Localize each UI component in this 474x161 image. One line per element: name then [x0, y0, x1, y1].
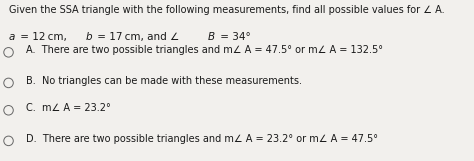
Text: A.  There are two possible triangles and m∠ A = 47.5° or m∠ A = 132.5°: A. There are two possible triangles and … — [26, 45, 383, 55]
Text: a: a — [9, 32, 15, 42]
Text: D.  There are two possible triangles and m∠ A = 23.2° or m∠ A = 47.5°: D. There are two possible triangles and … — [26, 134, 378, 144]
Text: B: B — [208, 32, 215, 42]
Text: = 12 cm,: = 12 cm, — [17, 32, 70, 42]
Text: b: b — [85, 32, 92, 42]
Text: = 34°: = 34° — [217, 32, 251, 42]
Text: B.  No triangles can be made with these measurements.: B. No triangles can be made with these m… — [26, 76, 302, 86]
Text: C.  m∠ A = 23.2°: C. m∠ A = 23.2° — [26, 103, 111, 113]
Text: = 17 cm, and ∠: = 17 cm, and ∠ — [94, 32, 182, 42]
Text: Given the SSA triangle with the following measurements, find all possible values: Given the SSA triangle with the followin… — [9, 5, 444, 15]
